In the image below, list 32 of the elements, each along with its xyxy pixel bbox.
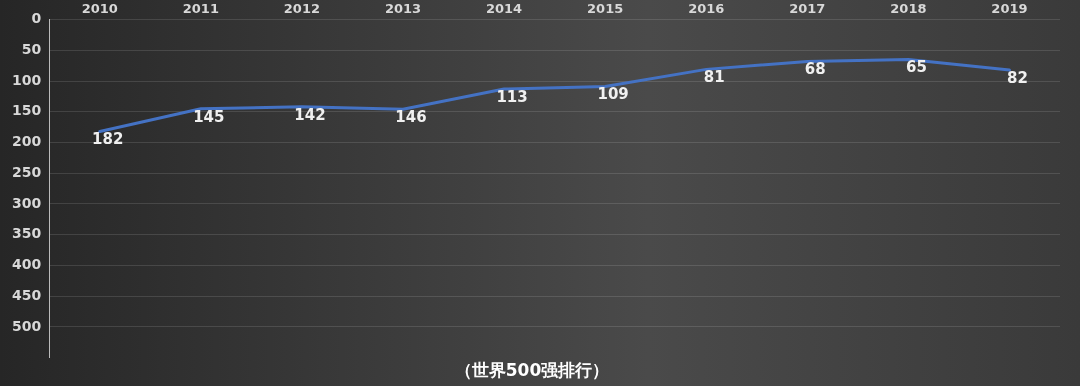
y-tick-label: 150 [11, 102, 42, 119]
x-tick-label: 2012 [283, 1, 321, 17]
y-tick-label: 500 [11, 317, 42, 334]
x-tick-label: 2016 [688, 1, 725, 17]
x-tick-label: 2013 [384, 1, 422, 17]
data-label: 113 [496, 87, 528, 106]
data-label: 146 [395, 108, 427, 127]
data-label: 145 [193, 107, 225, 126]
data-label: 65 [905, 58, 927, 77]
data-label: 142 [294, 105, 326, 124]
data-label: 182 [92, 130, 124, 149]
y-tick-label: 100 [11, 71, 42, 88]
x-tick-label: 2010 [81, 1, 118, 17]
y-tick-label: 450 [11, 286, 42, 303]
x-tick-label: 2019 [991, 1, 1028, 17]
x-tick-label: 2018 [890, 1, 927, 17]
y-tick-label: 0 [31, 10, 42, 27]
text: （世界500强排行） [454, 360, 610, 381]
x-tick-label: 2014 [485, 1, 523, 17]
x-tick-label: 2011 [182, 1, 219, 17]
data-label: 82 [1007, 68, 1028, 87]
y-tick-label: 400 [11, 256, 42, 273]
y-tick-label: 300 [11, 194, 42, 211]
x-tick-label: 2015 [587, 1, 624, 17]
y-tick-label: 200 [11, 133, 42, 150]
data-label: 109 [597, 85, 629, 104]
x-tick-label: 2017 [789, 1, 826, 17]
y-tick-label: 50 [21, 40, 42, 57]
y-tick-label: 350 [11, 225, 42, 242]
data-label: 68 [804, 60, 826, 79]
data-label: 81 [703, 68, 725, 87]
y-tick-label: 250 [11, 163, 42, 180]
